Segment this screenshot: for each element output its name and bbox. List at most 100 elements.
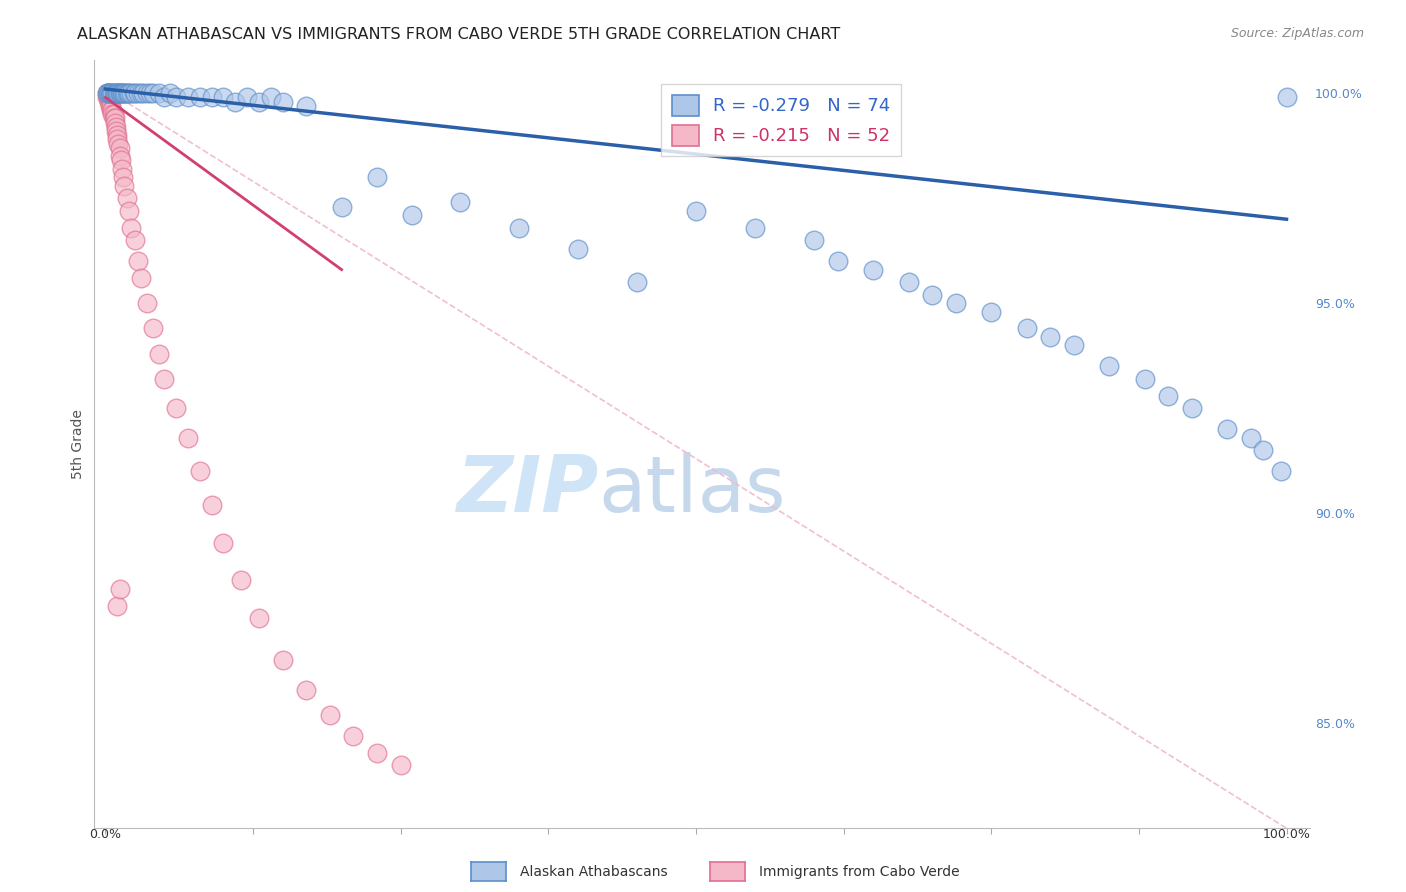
Point: [104, 86, 127, 100]
Text: ALASKAN ATHABASCAN VS IMMIGRANTS FROM CABO VERDE 5TH GRADE CORRELATION CHART: ALASKAN ATHABASCAN VS IMMIGRANTS FROM CA…: [77, 27, 841, 42]
Point: [111, 86, 134, 100]
Point: [108, 149, 131, 163]
Point: [1039, 330, 1062, 344]
Point: [142, 321, 165, 335]
Legend: R = -0.279   N = 74, R = -0.215   N = 52: R = -0.279 N = 74, R = -0.215 N = 52: [661, 84, 901, 156]
Point: [945, 296, 967, 310]
Point: [1270, 464, 1292, 478]
Point: [271, 95, 294, 109]
Point: [165, 90, 187, 104]
Point: [231, 574, 253, 588]
Point: [980, 304, 1002, 318]
Point: [271, 653, 294, 667]
Point: [139, 86, 162, 100]
Point: [96, 86, 118, 100]
Point: [201, 90, 224, 104]
Point: [124, 86, 146, 100]
Point: [97, 90, 120, 104]
Point: [120, 86, 142, 100]
Point: [389, 758, 412, 772]
Point: [129, 86, 152, 100]
Point: [105, 132, 128, 146]
Point: [101, 107, 124, 121]
Point: [112, 86, 135, 100]
Point: [1133, 372, 1156, 386]
Point: [177, 90, 200, 104]
Point: [1098, 359, 1121, 374]
Text: 100.0%: 100.0%: [1263, 829, 1310, 841]
Point: [295, 99, 318, 113]
Text: 0.0%: 0.0%: [90, 829, 121, 841]
Point: [118, 86, 141, 100]
Point: [105, 599, 128, 613]
Point: [105, 128, 128, 143]
Point: [148, 86, 170, 100]
Point: [921, 288, 943, 302]
Point: [120, 220, 142, 235]
Point: [159, 86, 181, 100]
Point: [260, 90, 283, 104]
Point: [330, 200, 353, 214]
Point: [107, 136, 129, 151]
Point: [153, 90, 176, 104]
Point: [108, 141, 131, 155]
Point: [112, 170, 135, 185]
Point: [142, 86, 165, 100]
Point: [101, 103, 124, 117]
Point: [108, 86, 131, 100]
Point: [100, 86, 122, 100]
Point: [103, 107, 125, 121]
Point: [105, 86, 128, 100]
Point: [97, 90, 120, 104]
Point: [366, 746, 388, 760]
Point: [247, 95, 270, 109]
Point: [188, 464, 211, 478]
Point: [744, 220, 766, 235]
Point: [97, 86, 120, 100]
Point: [127, 86, 149, 100]
Point: [97, 86, 120, 100]
Point: [103, 86, 125, 100]
Point: [897, 275, 920, 289]
Text: Alaskan Athabascans: Alaskan Athabascans: [520, 865, 668, 880]
Point: [1015, 321, 1038, 335]
Text: atlas: atlas: [599, 452, 786, 528]
Point: [104, 115, 127, 129]
Point: [827, 254, 849, 268]
Point: [188, 90, 211, 104]
Point: [449, 195, 471, 210]
Point: [1216, 422, 1239, 436]
Point: [685, 203, 707, 218]
Point: [135, 296, 157, 310]
Point: [1275, 90, 1298, 104]
Point: [111, 161, 134, 176]
Point: [165, 401, 187, 416]
Point: [129, 271, 152, 285]
Point: [132, 86, 155, 100]
Point: [862, 262, 884, 277]
Point: [112, 178, 135, 193]
Point: [115, 86, 138, 100]
Point: [153, 372, 176, 386]
Point: [112, 86, 135, 100]
Point: [1157, 389, 1180, 403]
Point: [342, 729, 364, 743]
Point: [117, 86, 139, 100]
Point: [1063, 338, 1085, 352]
Point: [104, 112, 127, 126]
Point: [127, 254, 149, 268]
Text: Source: ZipAtlas.com: Source: ZipAtlas.com: [1230, 27, 1364, 40]
Point: [567, 242, 589, 256]
Point: [114, 86, 136, 100]
Point: [108, 582, 131, 596]
Point: [135, 86, 157, 100]
Point: [626, 275, 648, 289]
Point: [108, 86, 131, 100]
Point: [148, 346, 170, 360]
Point: [103, 112, 125, 126]
Point: [96, 86, 118, 100]
Point: [247, 611, 270, 625]
Point: [1240, 431, 1263, 445]
Point: [100, 99, 122, 113]
Point: [97, 86, 120, 100]
